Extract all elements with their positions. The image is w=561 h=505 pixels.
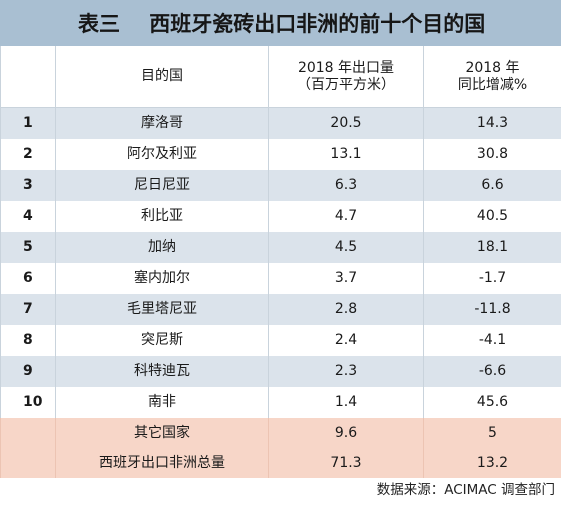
export-cell: 2.8 bbox=[268, 294, 424, 325]
country-cell: 突尼斯 bbox=[55, 325, 269, 356]
country-cell: 毛里塔尼亚 bbox=[55, 294, 269, 325]
table-row: 10 南非 1.4 45.6 bbox=[0, 387, 561, 418]
change-cell: 45.6 bbox=[423, 387, 561, 418]
export-cell: 2.3 bbox=[268, 356, 424, 387]
change-cell: -6.6 bbox=[423, 356, 561, 387]
export-cell: 9.6 bbox=[268, 418, 424, 448]
country-cell: 摩洛哥 bbox=[55, 107, 269, 139]
rank-cell: 10 bbox=[0, 387, 56, 418]
export-cell: 71.3 bbox=[268, 448, 424, 478]
rank-cell: 5 bbox=[0, 232, 56, 263]
export-cell: 1.4 bbox=[268, 387, 424, 418]
table-row: 9 科特迪瓦 2.3 -6.6 bbox=[0, 356, 561, 387]
change-cell: 6.6 bbox=[423, 170, 561, 201]
summary-row-total: 西班牙出口非洲总量 71.3 13.2 bbox=[0, 448, 561, 478]
table-title: 表三 西班牙瓷砖出口非洲的前十个目的国 bbox=[78, 12, 486, 36]
country-cell: 加纳 bbox=[55, 232, 269, 263]
country-cell: 南非 bbox=[55, 387, 269, 418]
header-change: 2018 年 同比增减% bbox=[423, 46, 561, 108]
table-row: 5 加纳 4.5 18.1 bbox=[0, 232, 561, 263]
table-row: 1 摩洛哥 20.5 14.3 bbox=[0, 107, 561, 139]
change-cell: -4.1 bbox=[423, 325, 561, 356]
rank-cell: 4 bbox=[0, 201, 56, 232]
rank-cell: 9 bbox=[0, 356, 56, 387]
rank-cell: 3 bbox=[0, 170, 56, 201]
export-cell: 3.7 bbox=[268, 263, 424, 294]
rank-cell bbox=[0, 418, 56, 448]
title-bar: 表三 西班牙瓷砖出口非洲的前十个目的国 bbox=[0, 0, 561, 46]
change-cell: 5 bbox=[423, 418, 561, 448]
export-cell: 4.5 bbox=[268, 232, 424, 263]
table-row: 3 尼日尼亚 6.3 6.6 bbox=[0, 170, 561, 201]
table-row: 2 阿尔及利亚 13.1 30.8 bbox=[0, 139, 561, 170]
table-row: 8 突尼斯 2.4 -4.1 bbox=[0, 325, 561, 356]
header-export: 2018 年出口量 （百万平方米） bbox=[268, 46, 424, 108]
data-source-note: 数据来源：ACIMAC 调查部门 bbox=[376, 482, 555, 498]
export-cell: 20.5 bbox=[268, 107, 424, 139]
change-cell: 13.2 bbox=[423, 448, 561, 478]
summary-row-other: 其它国家 9.6 5 bbox=[0, 418, 561, 448]
change-cell: 40.5 bbox=[423, 201, 561, 232]
rank-cell: 2 bbox=[0, 139, 56, 170]
export-cell: 13.1 bbox=[268, 139, 424, 170]
change-cell: 14.3 bbox=[423, 107, 561, 139]
rank-cell bbox=[0, 448, 56, 478]
rank-cell: 8 bbox=[0, 325, 56, 356]
export-cell: 4.7 bbox=[268, 201, 424, 232]
export-table: 目的国 2018 年出口量 （百万平方米） 2018 年 同比增减% 1 摩洛哥… bbox=[0, 46, 561, 478]
export-cell: 6.3 bbox=[268, 170, 424, 201]
country-cell: 尼日尼亚 bbox=[55, 170, 269, 201]
change-cell: -1.7 bbox=[423, 263, 561, 294]
table-row: 7 毛里塔尼亚 2.8 -11.8 bbox=[0, 294, 561, 325]
rank-cell: 6 bbox=[0, 263, 56, 294]
change-cell: 30.8 bbox=[423, 139, 561, 170]
export-cell: 2.4 bbox=[268, 325, 424, 356]
rank-cell: 7 bbox=[0, 294, 56, 325]
summary-label: 西班牙出口非洲总量 bbox=[55, 448, 269, 478]
summary-label: 其它国家 bbox=[55, 418, 269, 448]
change-cell: -11.8 bbox=[423, 294, 561, 325]
country-cell: 利比亚 bbox=[55, 201, 269, 232]
table-row: 6 塞内加尔 3.7 -1.7 bbox=[0, 263, 561, 294]
header-country: 目的国 bbox=[55, 46, 269, 108]
rank-cell: 1 bbox=[0, 107, 56, 139]
table-row: 4 利比亚 4.7 40.5 bbox=[0, 201, 561, 232]
country-cell: 科特迪瓦 bbox=[55, 356, 269, 387]
country-cell: 阿尔及利亚 bbox=[55, 139, 269, 170]
header-row: 目的国 2018 年出口量 （百万平方米） 2018 年 同比增减% bbox=[0, 46, 561, 108]
header-rank bbox=[0, 46, 56, 108]
change-cell: 18.1 bbox=[423, 232, 561, 263]
country-cell: 塞内加尔 bbox=[55, 263, 269, 294]
